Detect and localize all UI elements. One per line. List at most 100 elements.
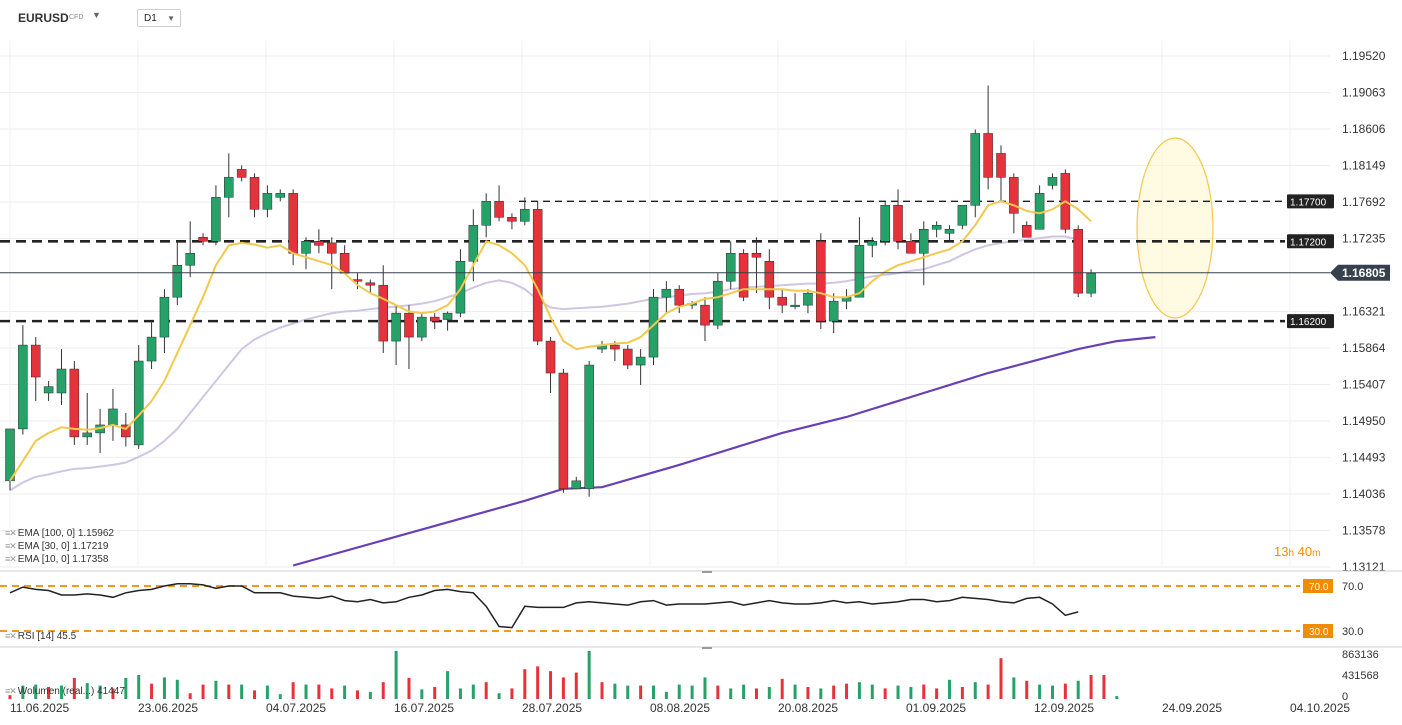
volume-bar [355, 690, 359, 699]
candle-up [442, 312, 453, 320]
candle-up [571, 480, 582, 490]
candle-down [378, 284, 388, 342]
date-tick-label: 08.08.2025 [650, 701, 710, 715]
volume-bar [150, 683, 154, 699]
volume-bar [986, 684, 990, 699]
symbol-dropdown-icon[interactable]: ▼ [92, 10, 101, 20]
volume-bar [47, 687, 51, 699]
volume-bar [343, 685, 347, 699]
candle-up [224, 177, 234, 198]
volume-bar [124, 677, 128, 699]
candle-up [159, 296, 170, 338]
candle-up [1086, 272, 1096, 294]
volume-axis-label: 0 [1342, 691, 1348, 703]
legend-ema100[interactable]: ≡✕ EMA [100, 0] 1.15962 [5, 528, 114, 539]
candle-up [108, 408, 118, 426]
volume-bar [446, 671, 450, 699]
date-tick-label: 16.07.2025 [394, 701, 454, 715]
candle-up [275, 193, 286, 198]
volume-bar [806, 687, 810, 699]
volume-bar [240, 684, 244, 699]
candle-down [236, 169, 247, 178]
price-tick-label: 1.14036 [1342, 487, 1386, 501]
volume-bar [59, 685, 63, 699]
level-badge [1287, 234, 1334, 249]
volume-bar [214, 680, 218, 699]
volume-bar [780, 678, 784, 699]
settings-menu-icon[interactable]: ≡✕ [5, 541, 17, 551]
volume-bar [922, 684, 926, 699]
volume-bar [767, 687, 771, 699]
price-tick-label: 1.15407 [1342, 377, 1386, 391]
candle-up [185, 252, 195, 266]
volume-bar [600, 682, 604, 699]
candle-down [610, 344, 620, 350]
volume-bar [98, 685, 102, 699]
candle-up [82, 432, 92, 438]
date-tick-label: 20.08.2025 [778, 701, 838, 715]
settings-menu-icon[interactable]: ≡✕ [5, 686, 17, 696]
volume-bar [433, 687, 437, 699]
rsi-level-badge [1303, 624, 1333, 638]
settings-menu-icon[interactable]: ≡✕ [5, 631, 17, 641]
volume-bar [34, 684, 38, 699]
timeframe-select[interactable]: D1 ▼ [137, 9, 181, 27]
chart-toolbar: EURUSD CFD ▼ D1 ▼ [0, 0, 1402, 36]
candle-down [623, 348, 633, 366]
candle-down [700, 304, 710, 326]
price-tick-label: 1.16321 [1342, 304, 1386, 318]
candle-down [288, 193, 298, 254]
legend-rsi[interactable]: ≡✕ RSI [14] 45.5 [5, 631, 77, 642]
settings-menu-icon[interactable]: ≡✕ [5, 528, 17, 538]
date-tick-label: 11.06.2025 [10, 701, 69, 715]
volume-bar [1038, 684, 1042, 699]
legend-volume[interactable]: ≡✕ Wolumen (real...) 41447 [5, 686, 125, 697]
volume-bar [523, 669, 527, 699]
rsi-axis-label: 70.0 [1342, 581, 1363, 593]
candle-up [146, 336, 157, 362]
candle-up [391, 312, 401, 342]
volume-bar [870, 684, 874, 699]
volume-bar [561, 677, 565, 699]
date-tick-label: 23.06.2025 [138, 701, 198, 715]
volume-bar [896, 685, 900, 699]
candle-down [249, 177, 260, 210]
volume-bar [793, 684, 797, 699]
volume-bar [999, 658, 1003, 699]
candle-down [1021, 225, 1032, 238]
candle-down [738, 252, 749, 298]
volume-bar [819, 688, 823, 699]
candle-up [648, 296, 659, 358]
candle-down [545, 340, 556, 374]
legend-ema10[interactable]: ≡✕ EMA [10, 0] 1.17358 [5, 554, 109, 565]
volume-bar [652, 685, 655, 699]
candle-down [558, 372, 569, 490]
candle-up [880, 205, 890, 242]
candle-up [661, 288, 672, 298]
candle-up [725, 252, 736, 282]
volume-bar [935, 688, 939, 699]
candle-up [172, 264, 183, 298]
volume-bar [549, 671, 553, 699]
price-tick-label: 1.17692 [1342, 195, 1386, 209]
candle-countdown: 13h 40m [1274, 544, 1321, 559]
volume-bar [742, 684, 746, 699]
settings-menu-icon[interactable]: ≡✕ [5, 554, 17, 564]
volume-bar [973, 682, 977, 699]
candle-down [69, 368, 80, 438]
candle-up [970, 133, 980, 206]
candle-down [906, 241, 916, 254]
volume-bar [317, 684, 321, 699]
volume-bar [85, 683, 89, 699]
timeframe-value: D1 [144, 13, 157, 24]
candle-down [198, 237, 208, 242]
candle-up [867, 241, 878, 246]
volume-axis-label: 431568 [1342, 670, 1379, 682]
symbol-name[interactable]: EURUSD [18, 11, 69, 25]
legend-ema30[interactable]: ≡✕ EMA [30, 0] 1.17219 [5, 541, 109, 552]
volume-bar [253, 690, 257, 699]
volume-bar [8, 695, 12, 699]
volume-bar [111, 688, 115, 699]
price-tick-label: 1.14493 [1342, 450, 1386, 464]
